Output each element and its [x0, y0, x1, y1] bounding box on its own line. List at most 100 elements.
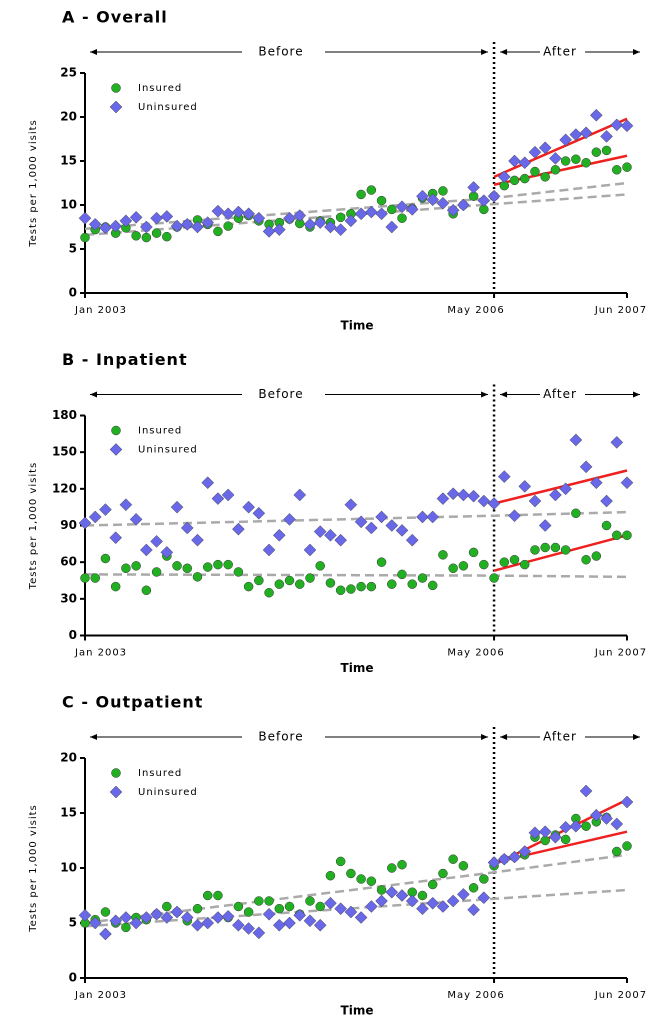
point	[170, 219, 184, 233]
y-tick-label: 30	[60, 591, 77, 605]
point	[356, 874, 366, 884]
point	[397, 859, 407, 870]
point	[364, 900, 378, 913]
point	[119, 498, 133, 512]
y-axis-label: Tests per 1,000 visits	[28, 804, 39, 933]
legend-label: Insured	[138, 768, 182, 779]
arrow-head	[500, 49, 508, 55]
panel-title: B - Inpatient	[62, 350, 188, 369]
legend-marker	[109, 443, 123, 456]
point	[334, 533, 348, 547]
point	[141, 232, 152, 243]
point	[283, 211, 296, 225]
point	[589, 808, 603, 822]
y-tick-label: 15	[60, 154, 77, 168]
point	[201, 216, 215, 229]
point	[121, 563, 131, 574]
point	[477, 891, 491, 905]
point	[509, 175, 520, 186]
y-tick-label: 25	[60, 66, 77, 80]
point	[467, 489, 480, 503]
y-tick-label: 0	[69, 286, 77, 300]
point	[293, 908, 307, 922]
point	[274, 579, 285, 589]
point	[78, 211, 92, 225]
legend-marker	[109, 785, 123, 799]
point	[335, 585, 346, 596]
point	[538, 519, 552, 532]
point	[170, 905, 184, 919]
arrow-head	[481, 391, 489, 398]
point	[221, 488, 235, 502]
x-tick-label: Jun 2007	[594, 648, 647, 659]
point	[489, 573, 499, 583]
point	[457, 198, 470, 212]
point	[233, 901, 244, 912]
point	[591, 551, 602, 561]
point	[254, 896, 264, 906]
point	[213, 226, 223, 237]
point	[140, 220, 153, 234]
point	[549, 152, 562, 165]
point	[303, 914, 317, 928]
point	[334, 223, 348, 236]
point	[395, 889, 409, 902]
point	[364, 205, 378, 219]
point	[180, 521, 194, 535]
point	[468, 547, 479, 558]
point	[468, 883, 479, 893]
point	[508, 509, 521, 523]
point	[99, 503, 112, 516]
point	[150, 211, 163, 225]
point	[242, 922, 255, 935]
x-tick-label: Jun 2007	[594, 305, 647, 316]
point	[560, 834, 571, 845]
point	[78, 908, 92, 922]
point	[305, 896, 315, 906]
point	[354, 515, 368, 529]
point	[315, 901, 325, 912]
point	[160, 210, 174, 223]
point	[601, 145, 612, 156]
point	[202, 890, 213, 901]
point	[262, 907, 276, 921]
point	[559, 482, 572, 496]
point	[395, 524, 409, 537]
point	[610, 436, 624, 449]
y-tick-label: 10	[60, 198, 77, 212]
y-tick-label: 15	[60, 806, 77, 820]
point	[334, 902, 348, 916]
point	[579, 784, 593, 798]
point	[335, 856, 346, 867]
x-tick-label: May 2006	[447, 305, 504, 316]
point	[579, 126, 593, 140]
point	[600, 812, 613, 825]
point	[201, 916, 215, 930]
point	[324, 220, 337, 234]
y-tick-label: 20	[60, 110, 77, 124]
point	[387, 863, 397, 873]
point	[243, 581, 254, 592]
point	[375, 510, 388, 524]
point	[151, 228, 162, 238]
point	[325, 578, 336, 588]
point	[569, 128, 583, 141]
point	[356, 189, 366, 200]
point	[335, 212, 346, 223]
point	[387, 204, 397, 215]
legend-marker	[111, 768, 121, 778]
point	[180, 218, 194, 231]
point	[518, 845, 532, 858]
point	[305, 573, 315, 583]
point	[479, 559, 489, 570]
point	[303, 543, 317, 557]
point	[283, 916, 296, 930]
point	[497, 470, 511, 483]
annotation: After	[543, 730, 577, 744]
point	[376, 195, 387, 206]
point	[560, 545, 571, 555]
point	[405, 533, 419, 547]
point	[140, 911, 153, 924]
point	[458, 861, 469, 871]
arrow-head	[633, 734, 640, 740]
